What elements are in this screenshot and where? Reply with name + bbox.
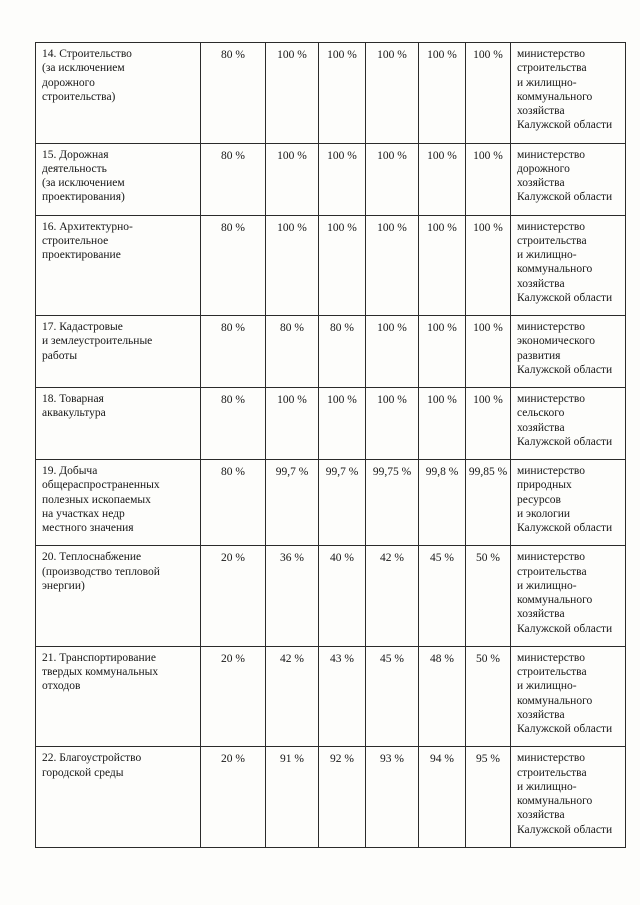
activity-label: 21. Транспортирование твердых коммунальн… bbox=[35, 645, 201, 748]
percent-value: 94 % bbox=[418, 746, 466, 848]
percent-value: 100 % bbox=[318, 387, 366, 460]
table-row: 22. Благоустройство городской среды 20 % 9… bbox=[35, 746, 626, 848]
percent-value: 92 % bbox=[318, 746, 366, 848]
percent-value: 80 % bbox=[200, 42, 266, 144]
percent-value: 100 % bbox=[265, 142, 319, 216]
percent-value: 99,85 % bbox=[465, 458, 511, 547]
activity-label: 15. Дорожная деятельность (за исключение… bbox=[35, 142, 201, 216]
percent-value: 80 % bbox=[265, 315, 319, 388]
table-row: 19. Добыча общераспространенных полезных… bbox=[35, 458, 626, 547]
percent-value: 42 % bbox=[265, 645, 319, 748]
activity-label: 20. Теплоснабжение (производство теплово… bbox=[35, 545, 201, 647]
percent-value: 100 % bbox=[365, 214, 419, 316]
ministry-label: министерство экономического развития Кал… bbox=[510, 315, 626, 388]
activity-label: 16. Архитектурно- строительное проектиро… bbox=[35, 214, 201, 316]
ministry-label: министерство строительства и жилищно- ко… bbox=[510, 645, 626, 748]
table-body: 14. Строительство (за исключением дорожн… bbox=[35, 42, 626, 848]
percent-value: 100 % bbox=[365, 142, 419, 216]
percentage-table: 14. Строительство (за исключением дорожн… bbox=[35, 42, 626, 848]
percent-value: 100 % bbox=[418, 214, 466, 316]
percent-value: 100 % bbox=[318, 142, 366, 216]
percent-value: 100 % bbox=[418, 42, 466, 144]
percent-value: 45 % bbox=[418, 545, 466, 647]
percent-value: 100 % bbox=[365, 387, 419, 460]
table-row: 16. Архитектурно- строительное проектиро… bbox=[35, 214, 626, 316]
percent-value: 43 % bbox=[318, 645, 366, 748]
table-row: 18. Товарная аквакультура 80 % 100 % 100 % 1… bbox=[35, 387, 626, 460]
ministry-label: министерство строительства и жилищно- ко… bbox=[510, 746, 626, 848]
table-row: 17. Кадастровые и землеустроительные раб… bbox=[35, 315, 626, 388]
percent-value: 100 % bbox=[318, 42, 366, 144]
activity-label: 22. Благоустройство городской среды bbox=[35, 746, 201, 848]
percent-value: 80 % bbox=[318, 315, 366, 388]
percent-value: 100 % bbox=[365, 315, 419, 388]
ministry-label: министерство сельского хозяйства Калужск… bbox=[510, 387, 626, 460]
ministry-label: министерство строительства и жилищно- ко… bbox=[510, 42, 626, 144]
percent-value: 20 % bbox=[200, 545, 266, 647]
percent-value: 100 % bbox=[365, 42, 419, 144]
percent-value: 100 % bbox=[465, 142, 511, 216]
percent-value: 100 % bbox=[418, 315, 466, 388]
percent-value: 100 % bbox=[265, 387, 319, 460]
activity-label: 19. Добыча общераспространенных полезных… bbox=[35, 458, 201, 547]
percent-value: 80 % bbox=[200, 458, 266, 547]
percent-value: 99,7 % bbox=[318, 458, 366, 547]
ministry-label: министерство строительства и жилищно- ко… bbox=[510, 214, 626, 316]
percent-value: 48 % bbox=[418, 645, 466, 748]
percent-value: 42 % bbox=[365, 545, 419, 647]
percent-value: 100 % bbox=[465, 387, 511, 460]
activity-label: 14. Строительство (за исключением дорожн… bbox=[35, 42, 201, 144]
percent-value: 100 % bbox=[465, 42, 511, 144]
percent-value: 91 % bbox=[265, 746, 319, 848]
percent-value: 100 % bbox=[465, 214, 511, 316]
percent-value: 45 % bbox=[365, 645, 419, 748]
percent-value: 100 % bbox=[265, 214, 319, 316]
activity-label: 18. Товарная аквакультура bbox=[35, 387, 201, 460]
ministry-label: министерство дорожного хозяйства Калужск… bbox=[510, 142, 626, 216]
percent-value: 100 % bbox=[465, 315, 511, 388]
percent-value: 93 % bbox=[365, 746, 419, 848]
percent-value: 80 % bbox=[200, 315, 266, 388]
percent-value: 100 % bbox=[418, 387, 466, 460]
percent-value: 100 % bbox=[265, 42, 319, 144]
percent-value: 99,7 % bbox=[265, 458, 319, 547]
table-row: 21. Транспортирование твердых коммунальн… bbox=[35, 645, 626, 748]
percent-value: 100 % bbox=[418, 142, 466, 216]
percent-value: 40 % bbox=[318, 545, 366, 647]
percent-value: 20 % bbox=[200, 645, 266, 748]
percent-value: 80 % bbox=[200, 214, 266, 316]
percent-value: 80 % bbox=[200, 142, 266, 216]
percent-value: 100 % bbox=[318, 214, 366, 316]
table-row: 20. Теплоснабжение (производство теплово… bbox=[35, 545, 626, 647]
ministry-label: министерство природных ресурсов и эколог… bbox=[510, 458, 626, 547]
table-row: 14. Строительство (за исключением дорожн… bbox=[35, 42, 626, 144]
percent-value: 99,8 % bbox=[418, 458, 466, 547]
table-row: 15. Дорожная деятельность (за исключение… bbox=[35, 142, 626, 216]
percent-value: 20 % bbox=[200, 746, 266, 848]
ministry-label: министерство строительства и жилищно- ко… bbox=[510, 545, 626, 647]
percent-value: 95 % bbox=[465, 746, 511, 848]
percent-value: 80 % bbox=[200, 387, 266, 460]
percent-value: 99,75 % bbox=[365, 458, 419, 547]
percent-value: 50 % bbox=[465, 645, 511, 748]
percent-value: 50 % bbox=[465, 545, 511, 647]
activity-label: 17. Кадастровые и землеустроительные раб… bbox=[35, 315, 201, 388]
percent-value: 36 % bbox=[265, 545, 319, 647]
